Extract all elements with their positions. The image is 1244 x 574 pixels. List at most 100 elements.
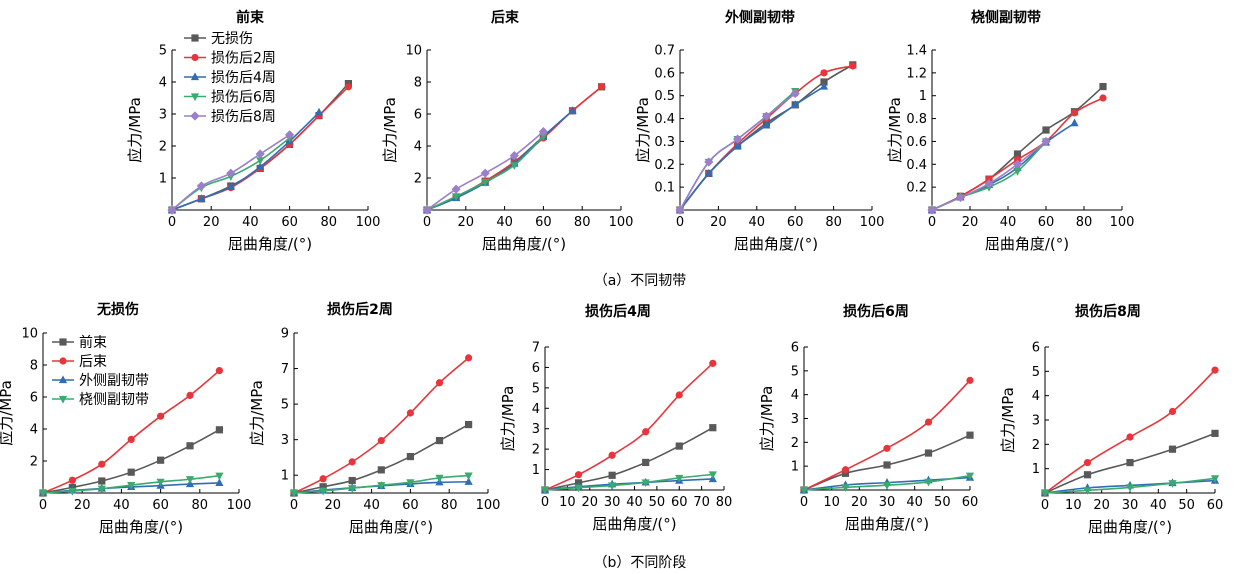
data-point <box>1083 471 1092 479</box>
legend-marker <box>190 72 200 81</box>
data-point <box>451 184 461 194</box>
data-point <box>1013 168 1022 176</box>
data-point <box>215 367 223 375</box>
data-point <box>156 478 165 487</box>
y-tick-label: 2 <box>791 436 799 451</box>
data-point <box>377 466 385 474</box>
data-point <box>642 458 650 467</box>
x-tick-label: 0 <box>39 498 47 513</box>
data-point <box>465 420 473 429</box>
data-point <box>883 461 891 469</box>
x-tick-label: 60 <box>962 495 979 510</box>
series-4 <box>799 472 975 495</box>
y-tick-label: 0.4 <box>906 158 927 173</box>
legend-label: 桡侧副韧带 <box>79 392 149 408</box>
chart-title: 外侧副韧带 <box>725 9 795 26</box>
y-tick-label: 3 <box>532 422 540 437</box>
x-tick-label: 20 <box>458 215 475 230</box>
data-point <box>762 120 771 129</box>
legend-marker <box>190 111 200 121</box>
y-tick-label: 1 <box>532 463 540 478</box>
x-tick-label: 20 <box>962 215 979 230</box>
x-tick-label: 20 <box>203 215 220 230</box>
data-point <box>675 474 684 483</box>
data-point <box>540 486 550 495</box>
data-point <box>641 479 650 488</box>
x-tick-label: 40 <box>906 495 923 510</box>
y-tick-label: 0.5 <box>654 89 675 104</box>
data-point <box>1083 458 1092 467</box>
x-tick-label: 40 <box>1150 498 1167 513</box>
data-point <box>927 205 937 215</box>
data-point <box>319 487 328 496</box>
x-tick-label: 0 <box>676 215 684 230</box>
data-point <box>1070 109 1079 117</box>
series-line <box>544 362 714 491</box>
data-point <box>348 485 357 493</box>
chart-title: 损伤后6周 <box>843 303 909 320</box>
x-tick-label: 60 <box>787 215 804 230</box>
data-point <box>849 62 857 70</box>
y-tick-label: 6 <box>1032 341 1040 356</box>
x-tick-label: 0 <box>290 498 298 513</box>
data-point <box>127 482 136 490</box>
data-point <box>704 168 713 177</box>
y-axis-label: 应力/MPa <box>999 387 1017 453</box>
y-tick-label: 5 <box>791 364 799 379</box>
series-4 <box>38 472 224 498</box>
y-tick-label: 3 <box>159 108 167 123</box>
x-axis-label: 屈曲角度/(°) <box>349 518 433 536</box>
y-tick-label: 6 <box>414 108 422 123</box>
series-1 <box>676 61 857 214</box>
x-axis-label: 屈曲角度/(°) <box>845 515 929 533</box>
series-2 <box>39 367 223 497</box>
chart-title: 后束 <box>491 9 520 26</box>
y-tick-label: 3 <box>791 412 799 427</box>
x-tick-label: 60 <box>535 215 552 230</box>
x-tick-label: 60 <box>1038 215 1055 230</box>
data-point <box>215 478 224 487</box>
x-tick-label: 0 <box>423 215 431 230</box>
x-tick-label: 100 <box>476 498 501 513</box>
y-tick-label: 0.4 <box>654 112 675 127</box>
data-point <box>608 451 616 459</box>
data-point <box>984 179 994 189</box>
data-point <box>1126 458 1134 467</box>
data-point <box>186 442 194 450</box>
x-axis-label: 屈曲角度/(°) <box>228 235 312 253</box>
y-tick-label: 10 <box>21 327 38 342</box>
y-tick-label: 5 <box>281 398 289 413</box>
data-point <box>68 487 77 496</box>
series-line <box>171 111 320 211</box>
data-point <box>256 157 265 165</box>
y-tick-label: 4 <box>30 423 38 438</box>
x-tick-label: 100 <box>1110 215 1135 230</box>
legend-label: 损伤后2周 <box>211 51 276 67</box>
data-point <box>733 134 743 144</box>
y-tick-label: 5 <box>1032 365 1040 380</box>
data-point <box>314 107 324 116</box>
y-axis-label: 应力/MPa <box>758 386 776 452</box>
y-tick-label: 4 <box>1032 389 1040 404</box>
x-tick-label: 70 <box>693 495 710 510</box>
x-tick-label: 20 <box>581 495 598 510</box>
x-tick-label: 30 <box>604 495 621 510</box>
x-tick-label: 50 <box>1178 498 1195 513</box>
series-line <box>426 110 574 211</box>
data-point <box>608 471 616 479</box>
y-axis-label: 应力/MPa <box>381 97 399 163</box>
x-tick-label: 40 <box>1000 215 1017 230</box>
y-tick-label: 9 <box>281 327 289 342</box>
x-tick-label: 50 <box>934 495 951 510</box>
y-tick-label: 3 <box>281 433 289 448</box>
y-tick-label: 3 <box>1032 414 1040 429</box>
data-point <box>38 489 48 498</box>
data-point <box>481 178 490 187</box>
data-point <box>215 426 223 434</box>
x-tick-label: 0 <box>1041 498 1049 513</box>
chart-title: 桡侧副韧带 <box>971 9 1041 26</box>
data-point <box>1168 445 1177 453</box>
x-tick-label: 30 <box>1122 498 1139 513</box>
